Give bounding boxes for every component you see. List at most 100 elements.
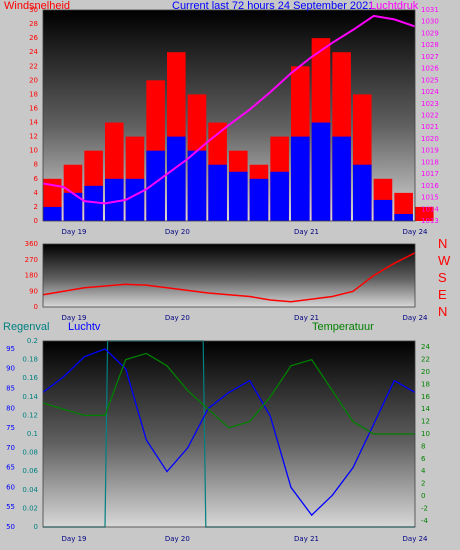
- wind-speed-label: Windsnelheid: [4, 0, 70, 12]
- x-tick-top-2: Day 21: [294, 228, 319, 236]
- humidity-line: [42, 348, 416, 517]
- rain-tick-3: 0.06: [22, 467, 38, 475]
- x-tick-bottom-3: Day 24: [403, 535, 429, 543]
- humidity-tick-8: 90: [6, 365, 15, 373]
- pressure-tick-7: 1020: [421, 135, 439, 143]
- temperature-tick-13: 22: [421, 356, 430, 364]
- humidity-tick-9: 95: [6, 345, 15, 353]
- x-tick-bottom-1: Day 20: [165, 535, 190, 543]
- rain-tick-6: 0.12: [22, 411, 38, 419]
- wind-avg-bar-7: [187, 150, 207, 221]
- direction-letter-4: N: [438, 304, 447, 319]
- plot-frame-1: [42, 9, 416, 222]
- rain-tick-4: 0.08: [22, 449, 38, 457]
- plot-frame-3: [42, 340, 416, 528]
- temperature-tick-8: 12: [421, 418, 430, 426]
- pressure-tick-3: 1016: [421, 182, 439, 190]
- humidity-tick-7: 85: [6, 384, 15, 392]
- x-tick-mid-0: Day 19: [62, 314, 87, 322]
- pressure-tick-14: 1027: [421, 53, 439, 61]
- direction-line: [42, 252, 416, 303]
- x-tick-bottom-2: Day 21: [294, 535, 319, 543]
- wind-avg-bar-8: [208, 164, 227, 221]
- humidity-tick-6: 80: [6, 404, 15, 412]
- pressure-tick-2: 1015: [421, 194, 439, 202]
- plot-frame-2: [42, 243, 416, 308]
- direction-letter-1: W: [438, 253, 451, 268]
- wind-avg-bar-9: [229, 171, 248, 221]
- rain-tick-2: 0.04: [22, 486, 38, 494]
- direction-letter-3: E: [438, 287, 447, 302]
- plot-background-3: [43, 341, 415, 527]
- temperature-tick-11: 18: [421, 380, 430, 388]
- wind-tick-2: 4: [34, 189, 39, 197]
- humidity-label: Luchtv: [68, 321, 101, 333]
- wind-avg-bar-6: [167, 136, 186, 221]
- x-tick-top-0: Day 19: [62, 228, 87, 236]
- wind-avg-bar-14: [332, 136, 351, 221]
- wind-tick-10: 20: [29, 76, 38, 84]
- x-tick-mid-3: Day 24: [403, 314, 429, 322]
- pressure-label: Luchtdruk: [370, 0, 419, 12]
- wind-avg-bar-13: [311, 122, 331, 221]
- direction-tick-2: 180: [25, 272, 38, 280]
- humidity-tick-3: 65: [6, 464, 15, 472]
- wind-avg-bar-2: [84, 185, 103, 221]
- wind-tick-3: 6: [34, 175, 39, 183]
- wind-tick-9: 18: [29, 90, 38, 98]
- direction-tick-1: 90: [29, 287, 38, 295]
- pressure-tick-17: 1030: [421, 18, 439, 26]
- pressure-tick-6: 1019: [421, 147, 439, 155]
- axes-layer: 0246810121416182022242628301013101410151…: [6, 6, 439, 543]
- pressure-tick-15: 1028: [421, 41, 439, 49]
- temperature-tick-9: 14: [421, 405, 430, 413]
- wind-tick-14: 28: [29, 20, 38, 28]
- humidity-tick-0: 50: [6, 523, 15, 531]
- pressure-tick-5: 1018: [421, 158, 439, 166]
- wind-tick-4: 8: [34, 161, 38, 169]
- direction-tick-3: 270: [25, 256, 38, 264]
- pressure-tick-4: 1017: [421, 170, 439, 178]
- rainfall-label: Regenval: [3, 321, 49, 333]
- rain-tick-0: 0: [34, 523, 38, 531]
- pressure-tick-10: 1023: [421, 100, 439, 108]
- rain-tick-10: 0.2: [27, 337, 38, 345]
- x-tick-bottom-0: Day 19: [62, 535, 87, 543]
- temperature-line: [42, 352, 415, 435]
- wind-avg-bar-3: [105, 178, 124, 221]
- wind-tick-11: 22: [29, 62, 38, 70]
- plot-wind-direction: [42, 252, 416, 303]
- direction-tick-0: 0: [34, 303, 38, 311]
- wind-tick-6: 12: [29, 133, 38, 141]
- wind-avg-bar-11: [270, 171, 289, 221]
- humidity-tick-4: 70: [6, 444, 15, 452]
- x-tick-mid-1: Day 20: [165, 314, 190, 322]
- plot-background-2: [43, 244, 415, 307]
- rain-tick-9: 0.18: [22, 356, 38, 364]
- wind-avg-bar-5: [146, 150, 165, 221]
- wind-avg-bar-16: [373, 199, 393, 221]
- pressure-tick-0: 1013: [421, 217, 439, 225]
- temperature-tick-0: -4: [421, 517, 429, 525]
- temperature-tick-1: -2: [421, 504, 428, 512]
- wind-avg-bar-15: [353, 164, 372, 221]
- pressure-tick-1: 1014: [421, 205, 439, 213]
- wind-tick-5: 10: [29, 147, 38, 155]
- temperature-label: Temperatuur: [312, 321, 374, 333]
- pressure-tick-13: 1026: [421, 65, 439, 73]
- temperature-tick-12: 20: [421, 368, 430, 376]
- wind-tick-7: 14: [29, 119, 38, 127]
- wind-tick-13: 26: [29, 34, 38, 42]
- wind-max-bar-18: [415, 206, 434, 221]
- x-tick-top-1: Day 20: [165, 228, 190, 236]
- wind-tick-0: 0: [34, 217, 38, 225]
- humidity-tick-5: 75: [6, 424, 15, 432]
- temperature-tick-5: 6: [421, 455, 426, 463]
- rain-tick-5: 0.1: [27, 430, 38, 438]
- wind-tick-15: 30: [29, 6, 38, 14]
- wind-avg-bar-0: [43, 206, 62, 221]
- temperature-tick-7: 10: [421, 430, 430, 438]
- wind-avg-bar-17: [394, 213, 413, 221]
